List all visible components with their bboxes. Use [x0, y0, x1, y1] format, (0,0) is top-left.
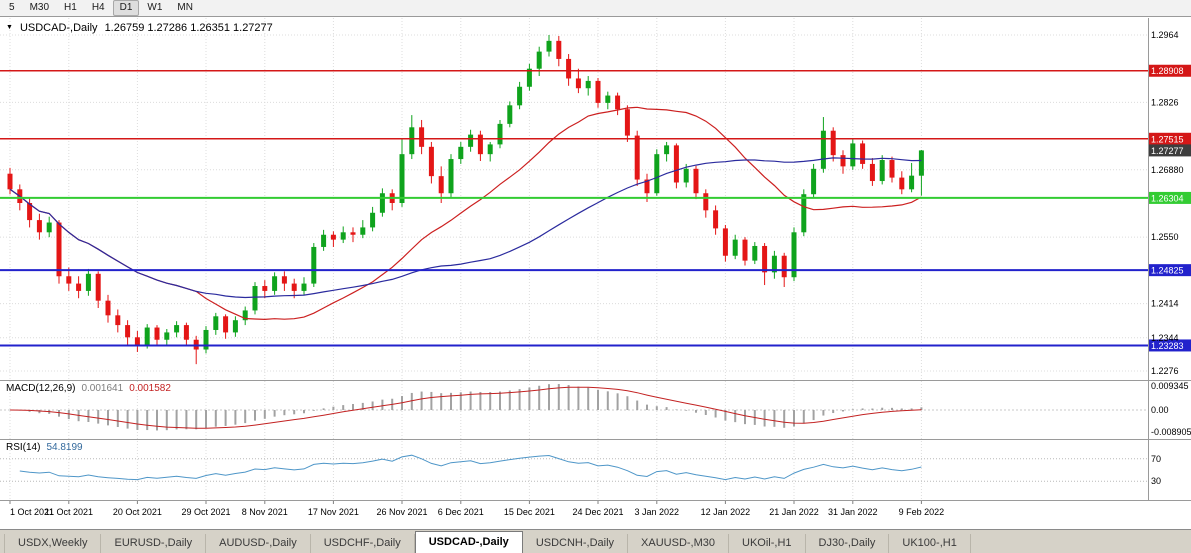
- date-label: 1 Oct 2021: [10, 507, 54, 517]
- timeframe-button-mn[interactable]: MN: [177, 2, 193, 13]
- tab-ukoil-h1[interactable]: UKOil-,H1: [729, 534, 806, 553]
- chart-ohlc-values: 1.26759 1.27286 1.26351 1.27277: [104, 22, 273, 34]
- rsi-label: RSI(14) 54.8199: [6, 442, 83, 453]
- date-label: 26 Nov 2021: [376, 507, 427, 517]
- macd-label: MACD(12,26,9) 0.001641 0.001582: [6, 383, 171, 394]
- timeframe-button-h1[interactable]: H1: [64, 2, 77, 13]
- price-axis-label: 1.26880: [1151, 165, 1184, 175]
- price-axis-label: 1.2344: [1151, 333, 1179, 343]
- date-label: 8 Nov 2021: [242, 507, 288, 517]
- timeframe-toolbar: 5 M30 H1 H4 D1 W1 MN: [0, 0, 1191, 17]
- macd-axis-label: -0.008905: [1151, 427, 1191, 437]
- tab-usdcad-daily[interactable]: USDCAD-,Daily: [414, 531, 523, 553]
- macd-axis-label: 0.009345: [1151, 381, 1189, 391]
- date-label: 11 Oct 2021: [45, 507, 93, 517]
- support-blue-lower-badge-text: 1.23283: [1151, 341, 1184, 351]
- support-blue-lower-badge: [1148, 339, 1191, 352]
- tab-uk100-h1[interactable]: UK100-,H1: [889, 534, 971, 553]
- macd-signal-line: [9, 386, 922, 429]
- current-price-badge: [1148, 144, 1191, 157]
- rsi-axis-label: 70: [1151, 454, 1161, 464]
- tab-usdcnh-daily[interactable]: USDCNH-,Daily: [523, 534, 629, 553]
- date-label: 3 Jan 2022: [635, 507, 680, 517]
- rsi-axis-label: 30: [1151, 476, 1161, 486]
- macd-name: MACD(12,26,9): [6, 383, 76, 394]
- chart-title: ▼ USDCAD-,Daily 1.26759 1.27286 1.26351 …: [6, 22, 273, 34]
- date-label: 17 Nov 2021: [308, 507, 359, 517]
- chart-canvas[interactable]: 1.28908 1.27515 1.26304 1.24825 1.23283 1.272…: [0, 18, 1191, 529]
- date-label: 29 Oct 2021: [181, 507, 230, 517]
- resistance-lower-badge: [1148, 132, 1191, 145]
- price-axis-label: 1.2550: [1151, 232, 1179, 242]
- price-axis-label: 1.2276: [1151, 366, 1179, 376]
- rsi-value: 54.8199: [46, 442, 83, 453]
- date-label: 9 Feb 2022: [899, 507, 945, 517]
- date-label: 20 Oct 2021: [113, 507, 162, 517]
- chart-tabs-bar: USDX,Weekly EURUSD-,Daily AUDUSD-,Daily USD…: [0, 529, 1191, 553]
- ma-slow-line: [9, 157, 922, 299]
- macd-axis-label: 0.00: [1151, 405, 1169, 415]
- support-green-badge-text: 1.26304: [1151, 193, 1184, 203]
- timeframe-button-d1[interactable]: D1: [112, 0, 140, 16]
- price-axis-label: 1.2964: [1151, 30, 1179, 40]
- support-blue-upper-badge-text: 1.24825: [1151, 266, 1184, 276]
- macd-histogram: [18, 384, 923, 431]
- resistance-upper-badge: [1148, 64, 1191, 77]
- collapse-triangle-icon[interactable]: ▼: [6, 24, 13, 31]
- timeframe-button-w1[interactable]: W1: [147, 2, 163, 13]
- tab-usdx-weekly[interactable]: USDX,Weekly: [4, 534, 102, 553]
- support-blue-upper-badge: [1148, 264, 1191, 277]
- tab-audusd-daily[interactable]: AUDUSD-,Daily: [206, 534, 311, 553]
- macd-main-value: 0.001641: [81, 383, 124, 394]
- rsi-name: RSI(14): [6, 442, 41, 453]
- timeframe-button-5[interactable]: 5: [9, 2, 15, 13]
- chart-area: 1.28908 1.27515 1.26304 1.24825 1.23283 1.272…: [0, 18, 1191, 529]
- price-axis-label: 1.2826: [1151, 97, 1179, 107]
- resistance-upper-badge-text: 1.28908: [1151, 66, 1184, 76]
- tab-usdchf-daily[interactable]: USDCHF-,Daily: [311, 534, 415, 553]
- timeframe-button-h4[interactable]: H4: [91, 2, 105, 13]
- tab-eurusd-daily[interactable]: EURUSD-,Daily: [101, 534, 207, 553]
- date-label: 12 Jan 2022: [701, 507, 751, 517]
- date-label: 24 Dec 2021: [572, 507, 623, 517]
- tab-dj30-daily[interactable]: DJ30-,Daily: [806, 534, 890, 553]
- chart-symbol-period: USDCAD-,Daily: [19, 22, 98, 34]
- current-price-badge-text: 1.27277: [1151, 146, 1184, 156]
- date-label: 31 Jan 2022: [828, 507, 878, 517]
- date-label: 21 Jan 2022: [769, 507, 819, 517]
- date-label: 15 Dec 2021: [504, 507, 555, 517]
- rsi-line: [19, 454, 922, 481]
- macd-signal-value: 0.001582: [129, 383, 171, 394]
- candlestick-series: [7, 35, 924, 365]
- date-label: 6 Dec 2021: [438, 507, 484, 517]
- resistance-lower-badge-text: 1.27515: [1151, 134, 1184, 144]
- support-green-badge: [1148, 191, 1191, 204]
- timeframe-button-m30[interactable]: M30: [29, 2, 50, 13]
- tab-xauusd-m30[interactable]: XAUUSD-,M30: [628, 534, 730, 553]
- price-axis-label: 1.2414: [1151, 299, 1179, 309]
